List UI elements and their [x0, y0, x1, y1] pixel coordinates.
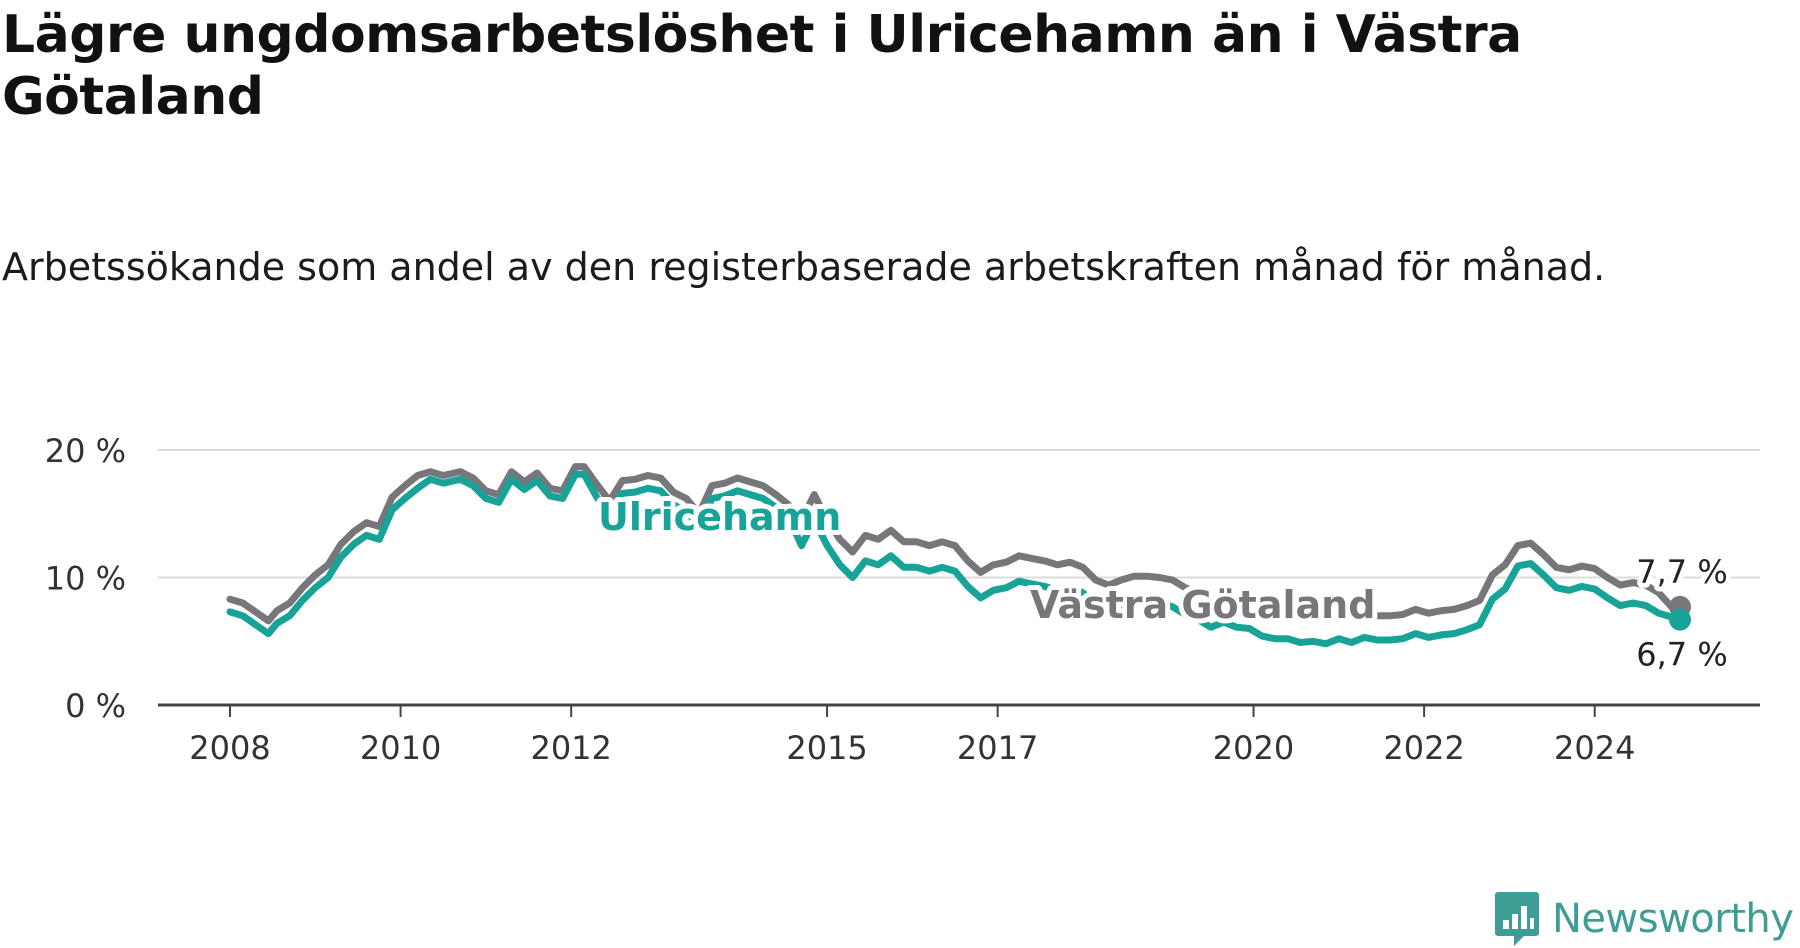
line-chart: 20 % 10 % 0 % 2008 2010 2012 2015 2017 2020 2022…: [45, 432, 1760, 767]
end-label-ulricehamn: 6,7 %: [1636, 636, 1727, 674]
x-tick-label: 2024: [1554, 729, 1635, 767]
series-labels: Ulricehamn Västra Götaland 7,7 % 6,7 %: [593, 490, 1733, 679]
x-tick-label: 2020: [1213, 729, 1294, 767]
series-label-vastra-gotaland: Västra Götaland: [1030, 583, 1375, 627]
x-axis: 2008 2010 2012 2015 2017 2020 2022 2024: [158, 703, 1760, 767]
gridlines: [158, 449, 1760, 579]
bar-chart-speech-icon: [1495, 892, 1539, 946]
y-axis-tick-labels: 20 % 10 % 0 %: [45, 432, 126, 725]
y-tick-label: 0 %: [65, 687, 126, 725]
series-lines: [226, 463, 1691, 648]
chart-title: Lägre ungdomsarbetslöshet i Ulricehamn ä…: [2, 5, 1522, 127]
newsworthy-logo: Newsworthy: [1494, 890, 1794, 948]
x-tick-label: 2017: [957, 729, 1038, 767]
series-line-vastra-gotaland: [226, 463, 1675, 625]
brand-name: Newsworthy: [1552, 896, 1794, 942]
x-tick-label: 2010: [360, 729, 441, 767]
end-marker-ulricehamn: [1669, 608, 1691, 631]
chart-subtitle: Arbetssökande som andel av den registerb…: [2, 245, 1606, 289]
y-tick-label: 10 %: [45, 560, 126, 598]
x-tick-label: 2022: [1383, 729, 1464, 767]
y-tick-label: 20 %: [45, 432, 126, 470]
x-tick-label: 2012: [530, 729, 611, 767]
x-tick-label: 2008: [189, 729, 270, 767]
series-label-ulricehamn: Ulricehamn: [598, 495, 841, 539]
series-line-ulricehamn: [226, 470, 1684, 648]
x-tick-label: 2015: [786, 729, 867, 767]
end-label-vastra-gotaland: 7,7 %: [1636, 553, 1727, 591]
